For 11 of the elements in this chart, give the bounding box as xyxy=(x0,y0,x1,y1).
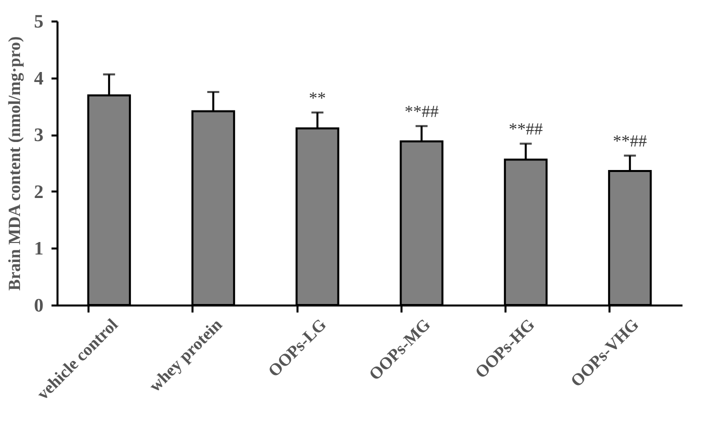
y-axis-title: Brain MDA content (nmol/mg·pro) xyxy=(5,36,24,291)
y-tick-label: 2 xyxy=(34,182,44,203)
annotation: **## xyxy=(612,132,648,151)
y-tick-label: 0 xyxy=(34,296,44,316)
y-tick-label: 3 xyxy=(34,125,44,146)
annotation: ** xyxy=(308,88,326,108)
y-tick-label: 5 xyxy=(34,12,44,32)
y-tick-label: 4 xyxy=(34,68,44,90)
annotation: **## xyxy=(508,120,544,139)
annotation: **## xyxy=(404,102,440,122)
y-tick-label: 1 xyxy=(34,238,44,260)
